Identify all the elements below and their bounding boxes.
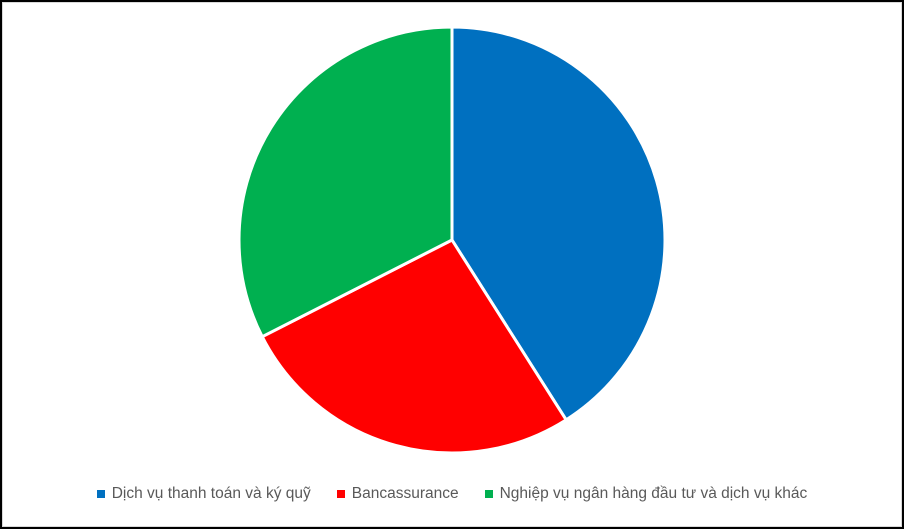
legend-item-1: Bancassurance — [336, 483, 459, 505]
legend-marker-red-icon — [336, 490, 345, 498]
legend-label-0: Dịch vụ thanh toán và ký quỹ — [111, 485, 311, 502]
pie-slice-1 — [260, 238, 568, 455]
pie-slice-2 — [237, 25, 454, 339]
chart-legend: Dịch vụ thanh toán và ký quỹ Bancassuran… — [3, 483, 901, 505]
pie-plot-area — [3, 3, 901, 473]
pie-chart — [237, 25, 667, 455]
legend-marker-green-icon — [484, 490, 493, 498]
legend-label-1: Bancassurance — [351, 485, 459, 502]
legend-marker-blue-icon — [96, 490, 105, 498]
legend-item-0: Dịch vụ thanh toán và ký quỹ — [96, 483, 311, 505]
legend-item-2: Nghiệp vụ ngân hàng đầu tư và dịch vụ kh… — [484, 483, 808, 505]
legend-label-2: Nghiệp vụ ngân hàng đầu tư và dịch vụ kh… — [499, 485, 808, 502]
